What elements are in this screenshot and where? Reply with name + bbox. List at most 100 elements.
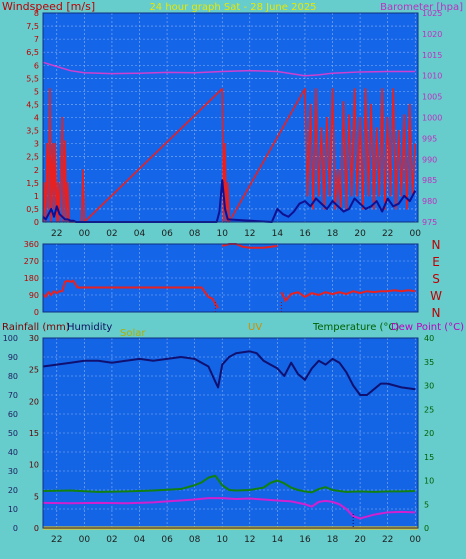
humidity-y-tick-label: 80	[8, 372, 18, 381]
dew-point-label: Dew Point (°C)	[391, 322, 464, 333]
x-tick-label: 14	[272, 535, 284, 545]
x-tick-label: 22	[51, 229, 62, 239]
wind-y-tick-label: 7	[34, 35, 39, 44]
x-tick-label: 00	[79, 229, 91, 239]
direction-y-tick-label: 180	[24, 274, 39, 283]
wind-y-tick-label: 4	[34, 114, 39, 123]
rain-y-tick-label: 15	[29, 429, 39, 438]
x-tick-label: 00	[79, 535, 91, 545]
wind-y-tick-label: 7,5	[26, 22, 39, 31]
humidity-y-tick-label: 30	[8, 467, 18, 476]
barometer-y-tick-label: 1000	[422, 114, 442, 123]
temperature-y-tick-label: 5	[424, 500, 429, 509]
x-tick-label: 22	[382, 535, 393, 545]
x-tick-label: 18	[327, 229, 339, 239]
wind-y-tick-label: 5,5	[26, 74, 39, 83]
panel-border	[42, 337, 419, 529]
x-tick-label: 20	[354, 535, 366, 545]
wind-y-tick-label: 2,5	[26, 153, 39, 162]
compass-label: E	[432, 255, 440, 269]
temperature-label: Temperature (°C)	[312, 322, 399, 333]
temperature-y-tick-label: 15	[424, 453, 434, 462]
panel-border	[42, 12, 419, 223]
compass-label: N	[432, 306, 441, 320]
wind-y-tick-label: 8	[34, 9, 39, 18]
temperature-y-tick-label: 0	[424, 524, 429, 533]
direction-y-tick-label: 360	[24, 240, 39, 249]
barometer-ylabel: Barometer [hpa]	[380, 2, 463, 13]
wind-y-tick-label: 0,5	[26, 205, 39, 214]
humidity-y-tick-label: 50	[8, 429, 18, 438]
temperature-y-tick-label: 40	[424, 334, 434, 343]
x-tick-label: 22	[382, 229, 393, 239]
x-tick-label: 16	[299, 229, 311, 239]
x-tick-label: 18	[327, 535, 339, 545]
humidity-y-tick-label: 10	[8, 505, 18, 514]
temperature-y-tick-label: 25	[424, 405, 434, 414]
wind-y-tick-label: 3	[34, 140, 39, 149]
x-tick-label: 00	[410, 535, 422, 545]
wind-y-tick-label: 1	[34, 192, 39, 201]
wind-y-tick-label: 5	[34, 87, 39, 96]
wind-y-tick-label: 2	[34, 166, 39, 175]
humidity-label: Humidity	[67, 322, 112, 333]
x-tick-label: 02	[106, 535, 117, 545]
x-tick-label: 06	[161, 229, 173, 239]
rain-y-tick-label: 30	[29, 334, 39, 343]
barometer-y-tick-label: 1025	[422, 9, 442, 18]
barometer-y-tick-label: 1005	[422, 93, 442, 102]
x-tick-label: 08	[189, 535, 201, 545]
solar-label: Solar	[120, 328, 146, 339]
x-tick-label: 04	[134, 229, 146, 239]
x-tick-label: 04	[134, 535, 146, 545]
panel-border	[42, 243, 419, 313]
rain-y-tick-label: 5	[34, 492, 39, 501]
barometer-y-tick-label: 980	[422, 197, 437, 206]
humidity-y-tick-label: 40	[8, 448, 18, 457]
barometer-y-tick-label: 985	[422, 176, 437, 185]
direction-y-tick-label: 0	[34, 308, 39, 317]
wind-direction-series	[42, 279, 219, 309]
temperature-y-tick-label: 20	[424, 429, 434, 438]
wind-y-tick-label: 3,5	[26, 127, 39, 136]
x-tick-label: 12	[244, 229, 255, 239]
x-tick-label: 14	[272, 229, 284, 239]
humidity-y-tick-label: 100	[3, 334, 18, 343]
wind-ylabel: Windspeed [m/s]	[2, 0, 95, 13]
barometer-y-tick-label: 995	[422, 134, 437, 143]
x-tick-label: 12	[244, 535, 255, 545]
x-tick-label: 08	[189, 229, 201, 239]
wind-y-tick-label: 6,5	[26, 48, 39, 57]
chart-title: 24 hour graph Sat - 28 June 2025	[149, 2, 316, 13]
wind-y-tick-label: 4,5	[26, 100, 39, 109]
barometer-series	[42, 61, 416, 77]
direction-y-tick-label: 90	[29, 291, 39, 300]
barometer-y-tick-label: 1010	[422, 72, 442, 81]
wind-y-tick-label: 1,5	[26, 179, 39, 188]
wind-direction-series	[280, 289, 416, 303]
temperature-y-tick-label: 30	[424, 382, 434, 391]
barometer-y-tick-label: 990	[422, 155, 437, 164]
x-tick-label: 20	[354, 229, 366, 239]
temperature-y-tick-label: 10	[424, 477, 434, 486]
rain-y-tick-label: 0	[34, 524, 39, 533]
rain-y-tick-label: 20	[29, 397, 39, 406]
humidity-y-tick-label: 90	[8, 353, 18, 362]
dew-point-series	[42, 497, 416, 520]
x-tick-label: 10	[217, 229, 229, 239]
compass-label: S	[432, 272, 440, 286]
direction-y-tick-label: 270	[24, 257, 39, 266]
uv-label: UV	[248, 322, 262, 333]
x-tick-label: 16	[299, 535, 311, 545]
wind-y-tick-label: 0	[34, 218, 39, 227]
windspeed-series	[42, 87, 417, 223]
compass-label: W	[430, 289, 442, 303]
barometer-y-tick-label: 1015	[422, 51, 442, 60]
rain-y-tick-label: 10	[29, 461, 39, 470]
rain-ylabel: Rainfall (mm)	[2, 322, 70, 333]
compass-label: N	[432, 238, 441, 252]
x-tick-label: 10	[217, 535, 229, 545]
humidity-series	[42, 350, 416, 396]
